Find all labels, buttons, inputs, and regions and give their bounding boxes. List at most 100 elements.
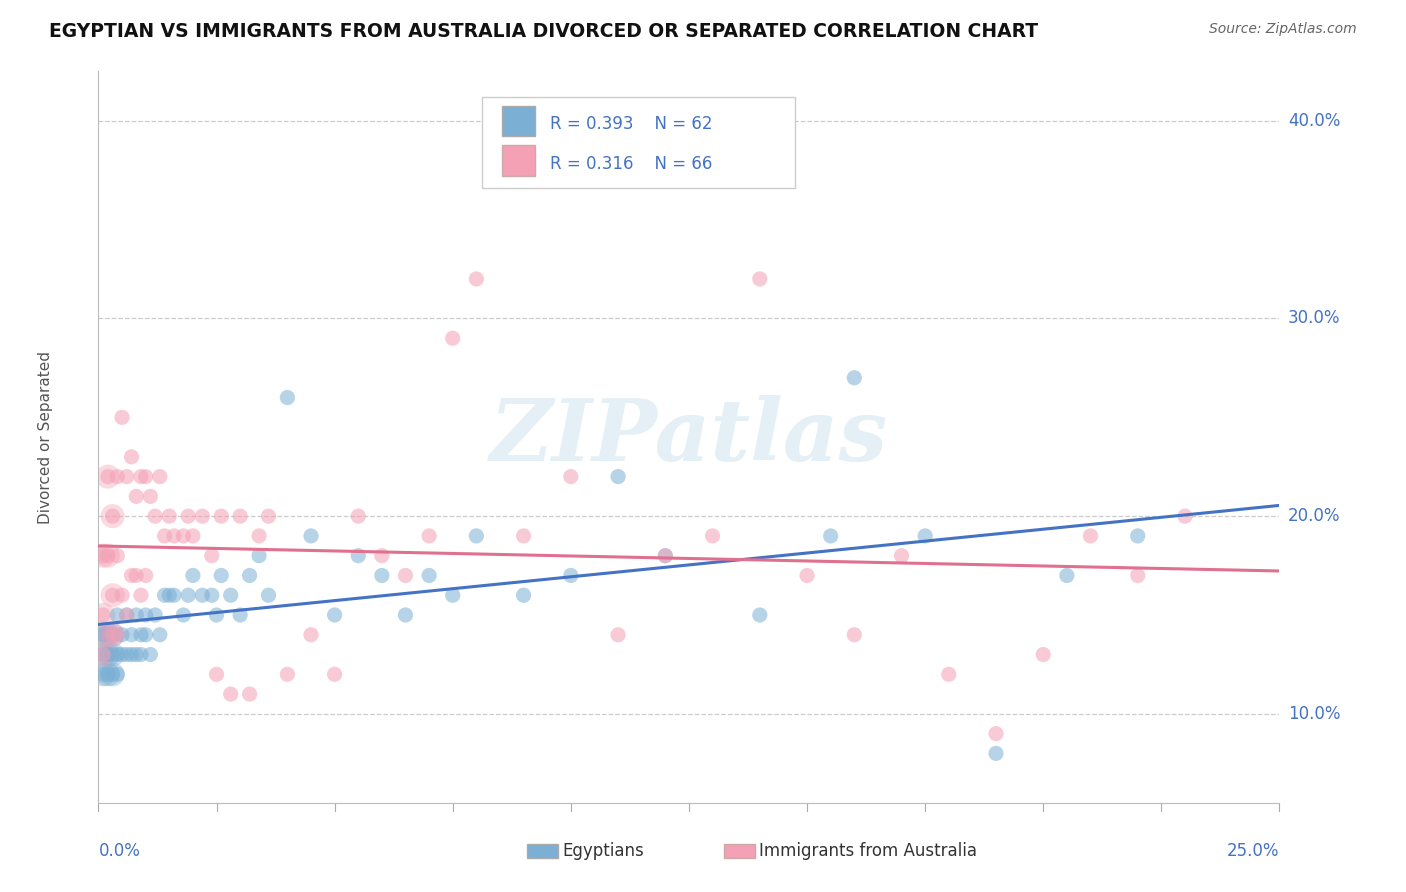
Point: [149, 469, 172, 483]
Point: [247, 529, 270, 543]
Point: [135, 469, 157, 483]
Point: [91, 648, 114, 662]
Text: Divorced or Separated: Divorced or Separated: [38, 351, 53, 524]
Point: [101, 588, 124, 602]
Point: [101, 628, 124, 642]
Point: [1126, 568, 1149, 582]
Point: [135, 628, 157, 642]
Point: [257, 509, 280, 524]
Point: [512, 529, 534, 543]
Point: [201, 549, 224, 563]
Point: [418, 529, 440, 543]
Point: [129, 628, 152, 642]
Point: [91, 667, 114, 681]
Point: [121, 648, 143, 662]
Point: [418, 568, 440, 582]
Point: [129, 588, 152, 602]
Point: [239, 687, 262, 701]
Point: [607, 628, 630, 642]
Point: [607, 469, 630, 483]
Point: [394, 607, 416, 622]
Point: [890, 549, 912, 563]
Point: [844, 371, 866, 385]
Point: [276, 667, 298, 681]
Point: [139, 648, 162, 662]
Point: [101, 628, 124, 642]
Point: [121, 628, 143, 642]
Point: [172, 607, 194, 622]
Point: [135, 568, 157, 582]
Point: [163, 588, 186, 602]
Point: [229, 607, 252, 622]
Point: [347, 509, 370, 524]
Point: [796, 568, 818, 582]
Point: [748, 272, 770, 286]
Point: [560, 568, 582, 582]
Point: [702, 529, 724, 543]
Point: [105, 549, 128, 563]
Point: [105, 607, 128, 622]
FancyBboxPatch shape: [502, 106, 536, 136]
Point: [1126, 529, 1149, 543]
Point: [91, 607, 114, 622]
Point: [441, 331, 464, 345]
Point: [1032, 648, 1054, 662]
Point: [239, 568, 262, 582]
Point: [125, 568, 148, 582]
Point: [97, 628, 120, 642]
Point: [91, 648, 114, 662]
Point: [201, 588, 224, 602]
Point: [205, 667, 228, 681]
Point: [101, 648, 124, 662]
Point: [105, 469, 128, 483]
Point: [105, 648, 128, 662]
Point: [191, 588, 214, 602]
Point: [115, 648, 138, 662]
Point: [191, 509, 214, 524]
Point: [172, 529, 194, 543]
Point: [1056, 568, 1078, 582]
Text: 10.0%: 10.0%: [1288, 705, 1340, 723]
Point: [938, 667, 960, 681]
Point: [984, 726, 1007, 740]
Point: [121, 450, 143, 464]
Point: [371, 549, 394, 563]
Point: [153, 588, 176, 602]
Point: [101, 648, 124, 662]
Point: [111, 588, 134, 602]
Point: [97, 667, 120, 681]
Point: [247, 549, 270, 563]
Text: 40.0%: 40.0%: [1288, 112, 1340, 129]
Point: [135, 607, 157, 622]
FancyBboxPatch shape: [502, 145, 536, 176]
Point: [101, 509, 124, 524]
Point: [181, 529, 204, 543]
Point: [984, 747, 1007, 761]
Point: [101, 628, 124, 642]
Point: [91, 549, 114, 563]
Point: [229, 509, 252, 524]
Point: [820, 529, 842, 543]
Point: [299, 628, 322, 642]
Point: [129, 648, 152, 662]
Text: Egyptians: Egyptians: [562, 842, 644, 860]
Point: [115, 607, 138, 622]
Point: [177, 588, 200, 602]
Point: [654, 549, 676, 563]
Point: [105, 667, 128, 681]
Point: [209, 509, 232, 524]
Text: R = 0.393    N = 62: R = 0.393 N = 62: [550, 115, 711, 133]
Point: [125, 489, 148, 503]
Text: EGYPTIAN VS IMMIGRANTS FROM AUSTRALIA DIVORCED OR SEPARATED CORRELATION CHART: EGYPTIAN VS IMMIGRANTS FROM AUSTRALIA DI…: [49, 22, 1039, 41]
Text: 30.0%: 30.0%: [1288, 310, 1340, 327]
Point: [97, 667, 120, 681]
Point: [97, 549, 120, 563]
Text: 0.0%: 0.0%: [98, 842, 141, 860]
Point: [157, 509, 180, 524]
Point: [97, 628, 120, 642]
Point: [323, 607, 346, 622]
Point: [844, 628, 866, 642]
Point: [163, 529, 186, 543]
Text: 20.0%: 20.0%: [1288, 508, 1340, 525]
Point: [91, 549, 114, 563]
